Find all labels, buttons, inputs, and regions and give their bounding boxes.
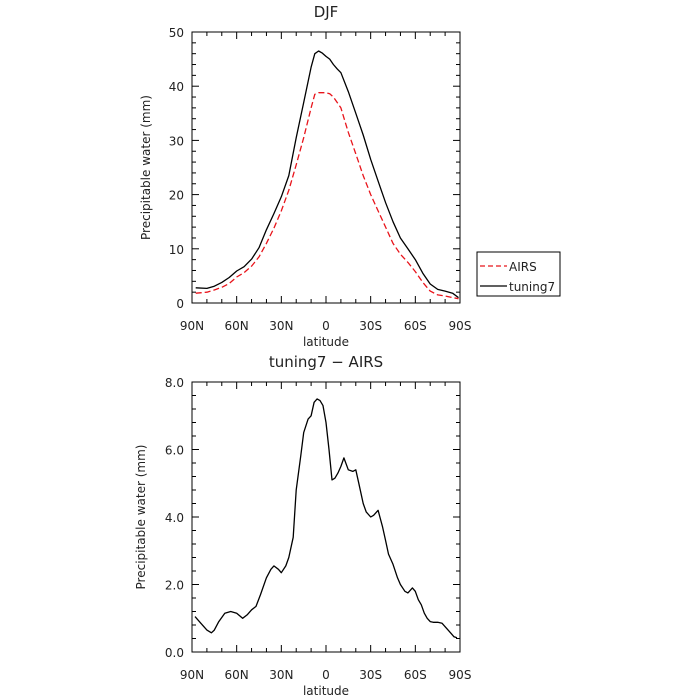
panel-djf-chart: 90N 60N 30N 0 30S 60S 90S 0 10 20 30 40 50 DJF latitud… [139,3,561,349]
x-tick-label: 90S [449,668,472,682]
legend-label: tuning7 [509,280,555,294]
y-axis-label: Precipitable water (mm) [139,95,153,240]
plot-frame [191,31,461,304]
x-tick-label: 90S [449,319,472,333]
x-tick-label: 60S [404,668,427,682]
y-tick-label: 2.0 [165,579,184,593]
y-tick-label: 30 [169,134,184,148]
y-tick-label: 40 [169,80,184,94]
x-tick-label: 0 [322,668,330,682]
x-axis-label: latitude [303,684,349,698]
legend-box [476,251,561,297]
y-tick-label: 8.0 [165,376,184,390]
x-tick-label: 60N [225,319,249,333]
chart-title: tuning7 − AIRS [269,353,383,371]
x-tick-label: 0 [322,319,330,333]
x-axis-label: latitude [303,335,349,349]
x-tick-label: 90N [180,668,204,682]
y-tick-label: 4.0 [165,511,184,525]
x-tick-label: 60S [404,319,427,333]
chart-title: DJF [314,3,339,21]
x-tick-label: 30N [269,319,293,333]
x-tick-label: 30S [359,668,382,682]
y-tick-label: 50 [169,26,184,40]
y-tick-label: 20 [169,189,184,203]
y-tick-label: 0 [176,297,184,311]
y-tick-label: 10 [169,243,184,257]
x-tick-label: 90N [180,319,204,333]
y-tick-label: 6.0 [165,444,184,458]
y-tick-label: 0.0 [165,646,184,660]
x-tick-label: 30N [269,668,293,682]
legend-label: AIRS [509,260,537,274]
series-line-airs [195,92,459,300]
series-line-tuning7 [195,50,459,299]
panel-difference-chart: 90N 60N 30N 0 30S 60S 90S 0.0 2.0 4.0 6.0 8.0 tuning… [134,353,471,698]
x-tick-label: 60N [225,668,249,682]
series-line [194,398,458,639]
x-tick-label: 30S [359,319,382,333]
y-axis-label: Precipitable water (mm) [134,445,148,590]
